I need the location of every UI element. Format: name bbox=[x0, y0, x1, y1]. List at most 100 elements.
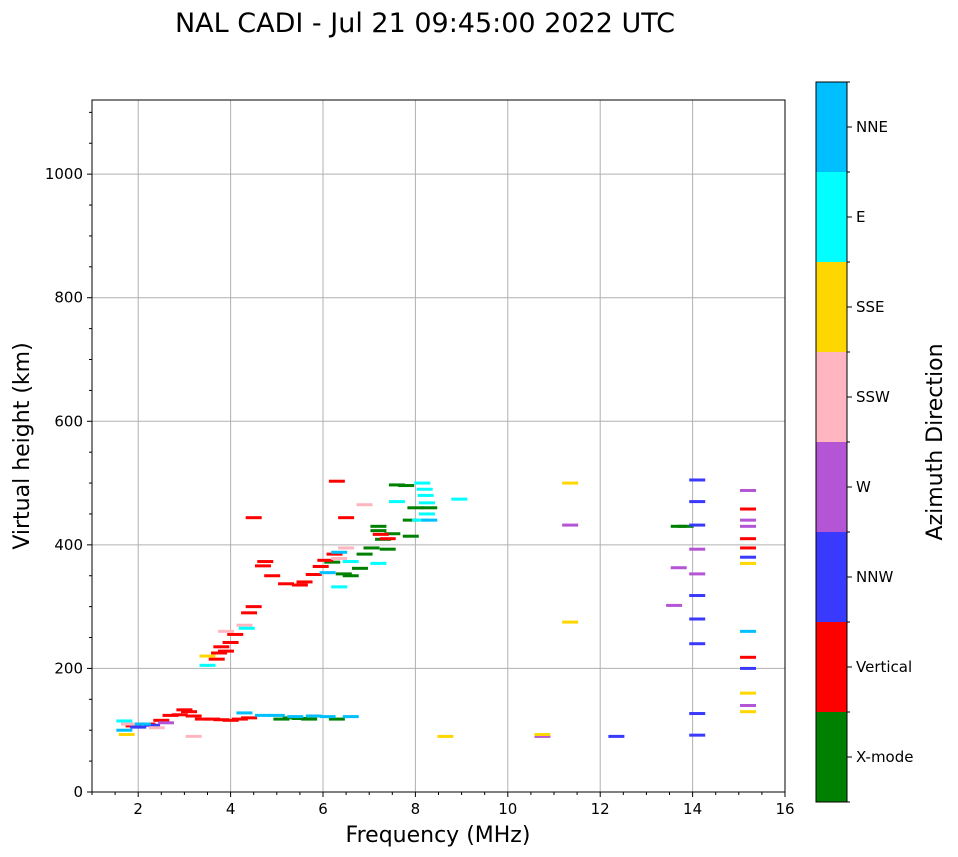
echo-point-sse bbox=[534, 733, 551, 737]
echo-point-e bbox=[388, 500, 405, 504]
echo-point-vertical bbox=[153, 718, 170, 722]
x-axis-label: Frequency (MHz) bbox=[346, 823, 531, 848]
echo-point-x-mode bbox=[291, 716, 308, 720]
echo-point-sse bbox=[199, 654, 216, 658]
echo-point-vertical bbox=[328, 479, 345, 483]
echo-point-vertical bbox=[213, 718, 230, 722]
echo-point-vertical bbox=[372, 532, 389, 536]
echo-point-e bbox=[416, 487, 433, 491]
plot-frame bbox=[91, 99, 786, 793]
x-tick-label: 4 bbox=[226, 800, 236, 818]
echo-point-x-mode bbox=[351, 566, 368, 570]
echo-point-vertical bbox=[254, 564, 271, 568]
echo-point-w bbox=[689, 572, 706, 576]
echo-point-vertical bbox=[264, 574, 281, 578]
echo-point-e bbox=[199, 663, 216, 667]
echo-point-x-mode bbox=[384, 532, 401, 536]
echo-point-nne bbox=[305, 714, 322, 718]
echo-point-w bbox=[740, 518, 757, 522]
echo-point-w bbox=[689, 547, 706, 551]
echo-point-x-mode bbox=[335, 572, 352, 576]
colorbar-tick-label: SSE bbox=[856, 298, 885, 316]
echo-point-nnw bbox=[740, 555, 757, 559]
echo-point-vertical bbox=[171, 713, 188, 717]
echo-point-vertical bbox=[379, 537, 396, 541]
echo-point-ssw bbox=[185, 734, 202, 738]
echo-point-nnw bbox=[144, 723, 161, 727]
echo-point-x-mode bbox=[328, 717, 345, 721]
echo-point-ssw bbox=[356, 503, 373, 507]
echo-point-e bbox=[370, 561, 387, 565]
echo-point-vertical bbox=[740, 546, 757, 550]
echo-point-ssw bbox=[217, 629, 234, 633]
echo-point-vertical bbox=[204, 717, 221, 721]
colorbar-swatch-nnw bbox=[816, 532, 847, 622]
echo-point-nne bbox=[740, 629, 757, 633]
echo-point-vertical bbox=[176, 708, 193, 712]
x-tick-label: 2 bbox=[133, 800, 143, 818]
echo-point-x-mode bbox=[273, 717, 290, 721]
colorbar-swatch-e bbox=[816, 172, 847, 262]
echo-point-x-mode bbox=[402, 518, 419, 522]
x-axis-ticks: 2 4 6 8 10 12 14 16 bbox=[91, 792, 795, 818]
echo-point-vertical bbox=[227, 632, 244, 636]
colorbar-swatch-w bbox=[816, 442, 847, 532]
echo-point-x-mode bbox=[324, 560, 341, 564]
echo-point-vertical bbox=[326, 552, 343, 556]
echo-point-vertical bbox=[291, 583, 308, 587]
echo-point-w bbox=[562, 523, 579, 527]
echo-point-ssw bbox=[236, 623, 253, 627]
colorbar-tick-label: NNE bbox=[856, 118, 888, 136]
echo-point-e bbox=[418, 501, 435, 505]
echo-point-nne bbox=[342, 715, 359, 719]
x-tick-label: 6 bbox=[318, 800, 328, 818]
colorbar-tick-label: Vertical bbox=[856, 658, 912, 676]
echo-point-nnw bbox=[689, 617, 706, 621]
echo-point-vertical bbox=[740, 655, 757, 659]
colorbar-tick-label: NNW bbox=[856, 568, 893, 586]
x-tick-label: 10 bbox=[498, 800, 517, 818]
echo-point-vertical bbox=[208, 657, 225, 661]
echo-point-x-mode bbox=[421, 506, 438, 510]
y-tick-label: 0 bbox=[73, 783, 83, 801]
echo-point-x-mode bbox=[301, 717, 318, 721]
echo-point-vertical bbox=[185, 714, 202, 718]
echo-point-ssw bbox=[148, 726, 165, 730]
x-tick-label: 16 bbox=[775, 800, 794, 818]
echo-point-vertical bbox=[181, 710, 198, 714]
y-tick-label: 800 bbox=[54, 289, 83, 307]
echo-point-nnw bbox=[689, 642, 706, 646]
colorbar-tick-label: X-mode bbox=[856, 748, 913, 766]
echo-point-sse bbox=[740, 561, 757, 565]
x-tick-label: 8 bbox=[411, 800, 421, 818]
echo-point-x-mode bbox=[398, 484, 415, 488]
echo-point-e bbox=[116, 719, 133, 723]
echo-point-vertical bbox=[162, 713, 179, 717]
echo-point-nnw bbox=[740, 666, 757, 670]
chart-title: NAL CADI - Jul 21 09:45:00 2022 UTC bbox=[175, 8, 675, 39]
echo-point-sse bbox=[740, 710, 757, 714]
echo-point-sse bbox=[562, 620, 579, 624]
echo-point-vertical bbox=[257, 560, 274, 564]
echo-point-w bbox=[666, 603, 683, 607]
echo-point-nnw bbox=[689, 478, 706, 482]
echo-point-nnw bbox=[130, 725, 147, 729]
echo-point-w bbox=[740, 488, 757, 492]
echo-point-nnw bbox=[689, 733, 706, 737]
echo-point-x-mode bbox=[402, 534, 419, 538]
echo-point-x-mode bbox=[677, 524, 694, 528]
echo-point-vertical bbox=[211, 651, 228, 655]
y-tick-label: 1000 bbox=[45, 165, 83, 183]
echo-point-vertical bbox=[231, 717, 248, 721]
echo-point-ssw bbox=[338, 546, 355, 550]
echo-point-w bbox=[740, 704, 757, 707]
echo-point-x-mode bbox=[342, 574, 359, 578]
data-marks bbox=[116, 478, 757, 738]
echo-point-vertical bbox=[296, 580, 313, 584]
echo-point-nnw bbox=[689, 523, 706, 527]
colorbar-swatch-ssw bbox=[816, 352, 847, 442]
echo-point-vertical bbox=[222, 640, 239, 644]
echo-point-nne bbox=[116, 728, 133, 732]
echo-point-nne bbox=[236, 711, 253, 715]
